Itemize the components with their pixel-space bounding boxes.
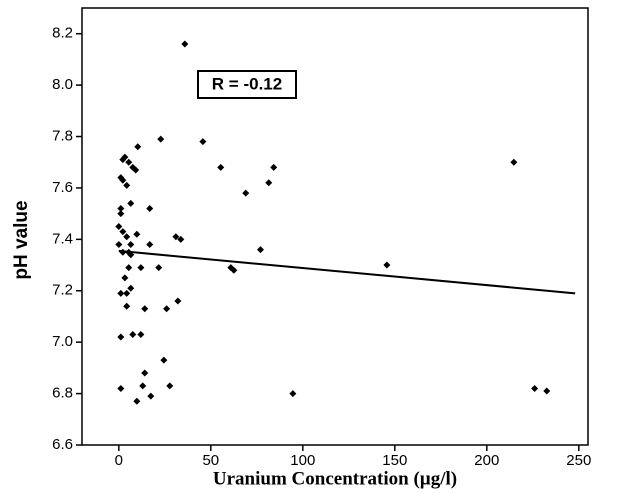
point	[147, 392, 155, 400]
point	[181, 40, 189, 48]
point	[141, 305, 149, 313]
x-tick-label: 150	[382, 452, 407, 469]
point	[531, 384, 539, 392]
x-tick-label: 50	[202, 452, 219, 469]
point	[119, 176, 127, 184]
x-axis-title: Uranium Concentration (µg/l)	[213, 468, 457, 489]
annotation: R = -0.12	[212, 74, 282, 93]
point	[510, 158, 518, 166]
point	[174, 297, 182, 305]
point	[172, 233, 180, 241]
point	[125, 158, 133, 166]
point	[137, 264, 145, 272]
point	[177, 235, 185, 243]
y-tick-label: 7.2	[52, 282, 73, 299]
y-tick-label: 7.6	[52, 179, 73, 196]
point	[166, 382, 174, 390]
x-tick-label: 100	[290, 452, 315, 469]
point	[133, 230, 141, 238]
point	[117, 289, 125, 297]
point	[242, 189, 250, 197]
plot-frame	[81, 7, 589, 446]
point	[125, 264, 133, 272]
point	[256, 246, 264, 254]
point	[133, 397, 141, 405]
point	[543, 387, 551, 395]
point	[115, 240, 123, 248]
point	[119, 228, 127, 236]
point	[270, 163, 278, 171]
point	[163, 305, 171, 313]
point	[230, 266, 238, 274]
point	[146, 240, 154, 248]
y-tick-label: 6.6	[52, 436, 73, 453]
point	[117, 384, 125, 392]
point	[117, 210, 125, 218]
y-tick-label: 7.4	[52, 230, 73, 247]
point	[139, 382, 147, 390]
point	[199, 138, 207, 146]
point	[383, 261, 391, 269]
point	[289, 390, 297, 398]
trend-line	[118, 249, 576, 295]
point	[160, 356, 168, 364]
y-tick-label: 7.8	[52, 127, 73, 144]
y-tick-label: 8.0	[52, 76, 73, 93]
point	[127, 240, 135, 248]
y-axis-title: pH value	[11, 200, 32, 279]
point	[155, 264, 163, 272]
point	[157, 135, 165, 143]
point	[141, 369, 149, 377]
annotation-box	[197, 70, 297, 99]
x-tick-label: 200	[474, 452, 499, 469]
point	[121, 274, 129, 282]
y-tick-label: 6.8	[52, 385, 73, 402]
point	[115, 223, 123, 230]
point	[137, 330, 145, 338]
x-tick-label: 250	[566, 452, 591, 469]
point	[217, 163, 225, 171]
point	[119, 156, 127, 164]
point	[117, 205, 125, 213]
point	[132, 166, 140, 174]
point	[265, 179, 273, 187]
point	[123, 181, 131, 189]
y-tick-label: 8.2	[52, 25, 73, 42]
point	[129, 330, 137, 338]
point	[123, 233, 131, 241]
point	[123, 289, 131, 297]
point	[127, 284, 135, 292]
y-tick-label: 7.0	[52, 333, 73, 350]
point	[117, 333, 125, 341]
point	[134, 143, 142, 151]
point	[123, 302, 131, 310]
point	[146, 205, 154, 213]
point	[127, 199, 135, 207]
x-tick-label: 0	[115, 452, 123, 469]
